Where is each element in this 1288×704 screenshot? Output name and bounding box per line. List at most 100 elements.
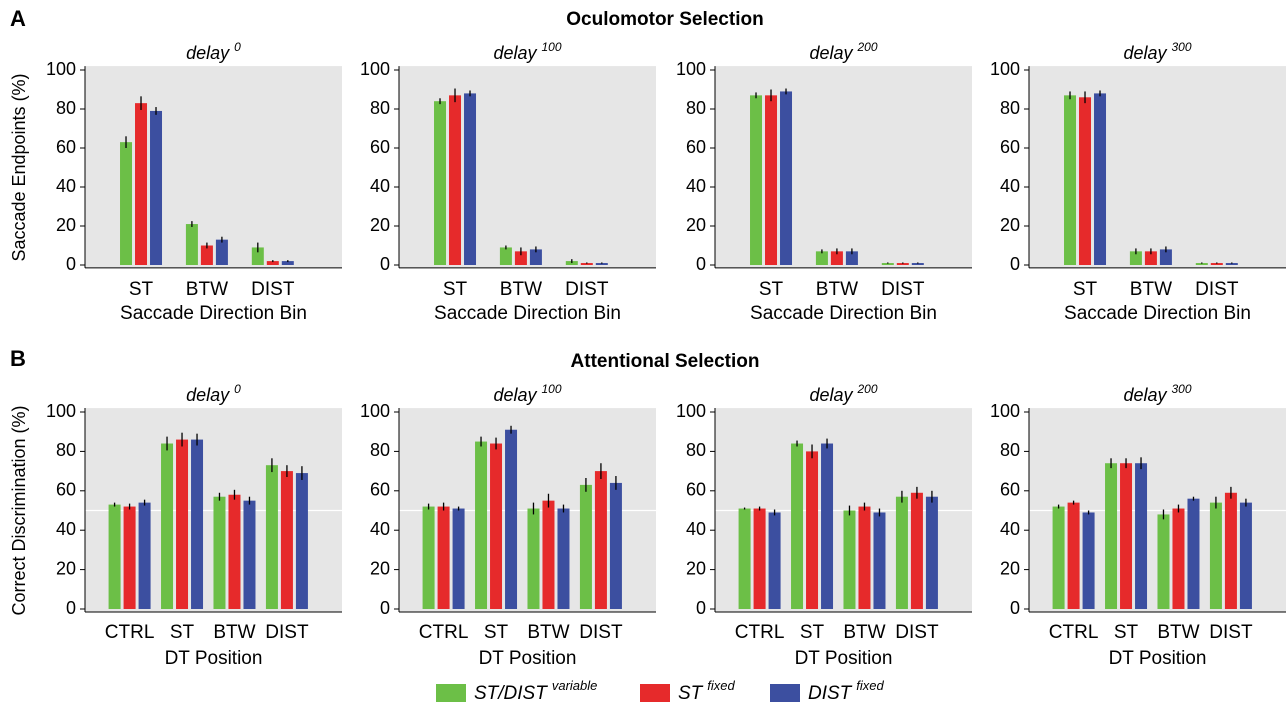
bar (595, 263, 608, 265)
y-tick-label: 80 (1000, 440, 1020, 460)
x-axis-title: Saccade Direction Bin (434, 303, 621, 324)
bar (1209, 502, 1222, 609)
y-tick-label: 80 (686, 440, 706, 460)
y-tick-label: 100 (676, 401, 706, 421)
panel-title: delay 0 (186, 40, 241, 63)
panel-title: delay 200 (809, 382, 877, 405)
bar (490, 443, 503, 609)
y-tick-label: 60 (56, 480, 76, 500)
section-title: Oculomotor Selection (566, 9, 763, 30)
legend-label: ST/DIST variable (474, 678, 597, 704)
y-tick-label: 40 (686, 519, 706, 539)
y-tick-label: 0 (1010, 254, 1020, 274)
bar (1195, 263, 1208, 265)
x-tick-label: ST (443, 279, 468, 300)
y-tick-label: 80 (56, 440, 76, 460)
y-tick-label: 100 (46, 401, 76, 421)
panel-title-sup: 300 (1172, 382, 1192, 396)
bar (843, 510, 856, 609)
bar (514, 251, 527, 265)
y-tick-label: 20 (1000, 558, 1020, 578)
x-tick-label: DIST (265, 622, 309, 643)
x-tick-label: DIST (895, 622, 939, 643)
panel-title: delay 100 (493, 40, 561, 63)
bar (185, 224, 198, 265)
bar (911, 263, 924, 265)
y-tick-label: 0 (380, 254, 390, 274)
panel-title: delay 300 (1123, 382, 1191, 405)
x-tick-label: DIST (1195, 279, 1239, 300)
x-tick-label: CTRL (105, 622, 155, 643)
x-tick-label: CTRL (1049, 622, 1099, 643)
y-tick-label: 80 (686, 98, 706, 118)
bar (452, 508, 465, 609)
bar (881, 263, 894, 265)
y-tick-label: 40 (56, 519, 76, 539)
bar (527, 508, 540, 609)
x-tick-label: DIST (251, 279, 295, 300)
bar (830, 251, 843, 265)
x-axis-title: DT Position (165, 648, 263, 669)
bar (266, 261, 279, 265)
bar (1144, 251, 1157, 265)
bar (1094, 93, 1107, 266)
bar (1135, 463, 1148, 609)
bar (1172, 508, 1185, 609)
bar (896, 263, 909, 265)
bar (845, 251, 858, 265)
y-tick-label: 0 (380, 598, 390, 618)
bar (505, 429, 518, 609)
y-tick-label: 80 (370, 98, 390, 118)
bar (1157, 514, 1170, 609)
y-axis-title: Correct Discrimination (%) (9, 405, 29, 615)
bar (1225, 263, 1238, 265)
bar (768, 512, 781, 609)
bar (449, 95, 462, 265)
legend-label: DIST fixed (808, 678, 885, 704)
panel-title: delay 300 (1123, 40, 1191, 63)
bar (580, 263, 593, 265)
legend-name: ST (678, 683, 704, 704)
bar (123, 506, 136, 609)
panel-title-text: delay (493, 385, 537, 405)
x-tick-label: BTW (1130, 279, 1172, 300)
y-tick-label: 80 (1000, 98, 1020, 118)
x-axis-title: Saccade Direction Bin (750, 303, 937, 324)
bar (499, 247, 512, 265)
bar (138, 502, 151, 609)
panel-title-sup: 0 (234, 382, 241, 396)
y-tick-label: 0 (696, 254, 706, 274)
bar (765, 95, 778, 265)
bar (464, 93, 477, 266)
y-tick-label: 20 (56, 558, 76, 578)
y-tick-label: 40 (370, 176, 390, 196)
bar (475, 441, 488, 609)
y-tick-label: 0 (66, 254, 76, 274)
panel-title-sup: 100 (542, 40, 562, 54)
y-tick-label: 0 (66, 598, 76, 618)
x-tick-label: ST (484, 622, 509, 643)
panel-label: A (10, 6, 26, 31)
bar (213, 496, 226, 609)
bar (228, 494, 241, 609)
bar (422, 506, 435, 609)
x-tick-label: ST (800, 622, 825, 643)
x-axis-title: Saccade Direction Bin (1064, 303, 1251, 324)
panel-title-text: delay (1123, 385, 1167, 405)
legend-sup: variable (552, 678, 598, 693)
panel-title-text: delay (186, 385, 230, 405)
x-tick-label: CTRL (419, 622, 469, 643)
x-tick-label: DIST (881, 279, 925, 300)
bar (895, 496, 908, 609)
bar (821, 443, 834, 609)
panel-title-text: delay (1123, 43, 1167, 63)
bar (557, 508, 570, 609)
bar (858, 506, 871, 609)
bar (806, 451, 819, 609)
bar (1067, 502, 1080, 609)
x-axis-title: DT Position (795, 648, 893, 669)
y-tick-label: 20 (686, 558, 706, 578)
x-axis-title: DT Position (1109, 648, 1207, 669)
y-tick-label: 20 (686, 215, 706, 235)
